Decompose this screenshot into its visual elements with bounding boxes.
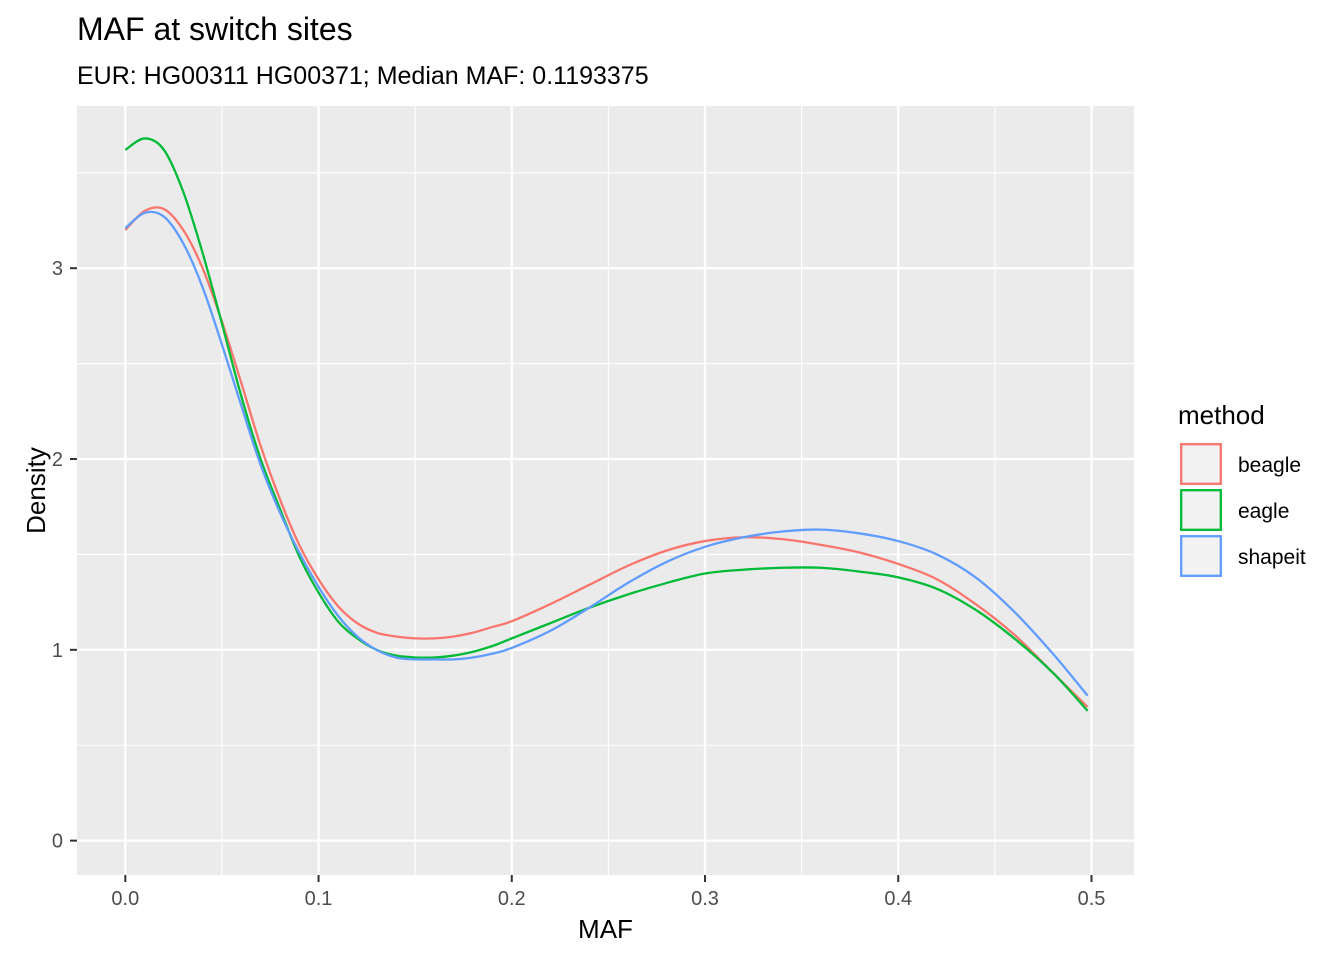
x-tick-label: 0.2 bbox=[498, 888, 526, 910]
series-line-shapeit bbox=[124, 210, 1089, 697]
y-axis-title: Density bbox=[21, 447, 51, 534]
legend-swatch-shapeit bbox=[1180, 535, 1222, 577]
legend-label-shapeit: shapeit bbox=[1238, 546, 1306, 569]
y-tick-label: 3 bbox=[52, 258, 63, 280]
series-line-beagle bbox=[124, 206, 1089, 708]
legend-swatch-eagle bbox=[1180, 489, 1222, 531]
legend-title: method bbox=[1178, 400, 1265, 430]
y-tick-label: 1 bbox=[52, 640, 63, 662]
grid-lines bbox=[77, 106, 1134, 875]
legend-label-beagle: beagle bbox=[1238, 454, 1301, 477]
x-tick-label: 0.4 bbox=[884, 888, 912, 910]
x-axis-title: MAF bbox=[578, 914, 633, 944]
legend-key-eagle bbox=[1180, 489, 1222, 531]
x-tick-label: 0.3 bbox=[691, 888, 719, 910]
series-line-eagle bbox=[124, 137, 1089, 712]
chart-subtitle: EUR: HG00311 HG00371; Median MAF: 0.1193… bbox=[77, 62, 649, 90]
y-tick-label: 0 bbox=[52, 831, 63, 853]
legend-key-shapeit bbox=[1180, 535, 1222, 577]
legend-label-eagle: eagle bbox=[1238, 500, 1289, 523]
legend: method beagle eagle shapeit bbox=[1178, 400, 1306, 577]
legend-items: beagle eagle shapeit bbox=[1180, 443, 1306, 577]
chart-title: MAF at switch sites bbox=[77, 11, 353, 47]
y-tick-label: 2 bbox=[52, 449, 63, 471]
legend-swatch-beagle bbox=[1180, 443, 1222, 485]
legend-key-beagle bbox=[1180, 443, 1222, 485]
x-tick-label: 0.0 bbox=[111, 888, 139, 910]
axes: 0.0 0.1 0.2 0.3 0.4 0.5 0 1 2 3 bbox=[52, 258, 1106, 910]
plot-panel bbox=[77, 106, 1134, 875]
density-curves bbox=[124, 137, 1089, 712]
x-tick-label: 0.5 bbox=[1078, 888, 1106, 910]
x-tick-label: 0.1 bbox=[305, 888, 333, 910]
